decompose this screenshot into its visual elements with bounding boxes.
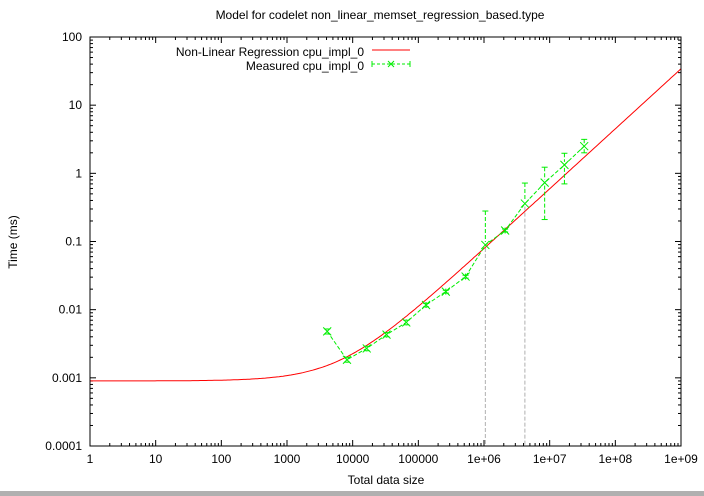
x-tick-label: 1e+08	[598, 452, 632, 466]
data-point-marker	[401, 318, 411, 327]
y-tick-label: 10	[69, 98, 83, 112]
y-tick-label: 0.001	[52, 371, 82, 385]
data-point-marker	[322, 327, 332, 336]
x-tick-label: 100000	[398, 452, 438, 466]
data-point-marker	[540, 178, 550, 188]
y-axis-label: Time (ms)	[6, 215, 20, 269]
x-tick-label: 1e+06	[467, 452, 501, 466]
data-point-marker	[362, 344, 372, 353]
data-point-marker	[461, 272, 470, 281]
data-point-marker	[480, 240, 490, 250]
x-tick-label: 1000	[274, 452, 301, 466]
x-tick-label: 1e+07	[533, 452, 567, 466]
x-tick-label: 1	[87, 452, 94, 466]
data-point-marker	[520, 199, 530, 208]
x-tick-label: 10	[149, 452, 163, 466]
window-bottom-bar	[0, 491, 704, 496]
x-axis-label: Total data size	[348, 473, 425, 487]
data-point-marker	[342, 355, 352, 365]
data-point-marker	[560, 160, 569, 170]
y-tick-label: 0.01	[59, 303, 83, 317]
measured-line	[326, 145, 585, 361]
y-tick-label: 100	[62, 30, 82, 44]
x-tick-label: 1e+09	[664, 452, 698, 466]
plot-border	[89, 36, 682, 447]
legend: Non-Linear Regression cpu_impl_0 Measure…	[176, 45, 411, 73]
y-tick-label: 0.1	[65, 235, 82, 249]
data-point-marker	[500, 226, 510, 235]
x-tick-label: 10000	[336, 452, 370, 466]
legend-marker-measured	[387, 60, 395, 68]
axis-ticks: 1 10 100 1000 10000 100000 1e+06 1e+07 1e+08 1e+0…	[45, 30, 698, 466]
x-tick-label: 100	[211, 452, 231, 466]
data-point-marker	[421, 300, 431, 310]
y-tick-label: 0.0001	[45, 439, 82, 453]
data-point-marker	[382, 330, 391, 340]
y-tick-label: 1	[75, 166, 82, 180]
plot-area	[90, 68, 682, 446]
data-point-marker	[441, 287, 451, 296]
legend-label-measured: Measured cpu_impl_0	[246, 59, 364, 73]
chart-title: Model for codelet non_linear_memset_regr…	[216, 8, 545, 22]
data-point-marker	[579, 141, 589, 151]
legend-label-regression: Non-Linear Regression cpu_impl_0	[176, 45, 364, 59]
